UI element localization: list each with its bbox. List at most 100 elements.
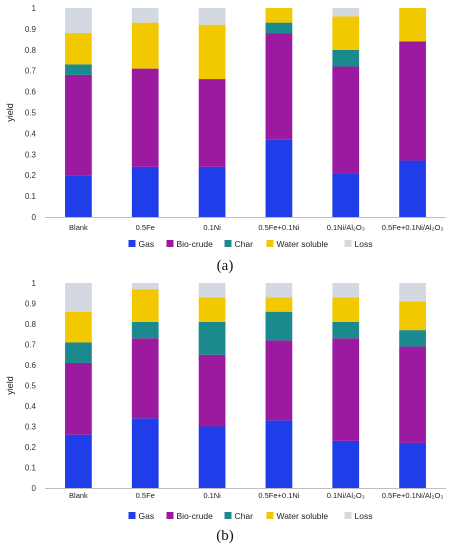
bar-segment-water-soluble [198, 24, 226, 80]
legend-swatch [166, 512, 174, 519]
legend-entry: Loss [355, 511, 373, 521]
y-tick-label: 0.1 [25, 464, 37, 473]
bar-segment-loss [399, 283, 426, 302]
bar-segment-gas [198, 426, 226, 488]
legend-entry: Char [235, 239, 254, 249]
y-tick-label: 0.9 [25, 25, 37, 34]
y-tick-label: 0.7 [25, 341, 37, 350]
y-tick-label: 0.9 [25, 300, 37, 309]
bar-segment-water-soluble [332, 16, 360, 50]
bar-segment-water-soluble [198, 297, 226, 322]
bar-segment-char [198, 321, 226, 355]
legend-entry: Gas [139, 239, 155, 249]
bar-segment-water-soluble [399, 8, 426, 42]
chart-panel-b: 0 0.1 0.2 0.3 0.4 0.5 0.6 0.7 0.8 0.9 1 yield Blank 0… [5, 279, 446, 544]
legend-swatch [166, 240, 174, 247]
bar-segment-water-soluble [65, 311, 92, 343]
y-tick-label: 1 [32, 4, 37, 13]
y-tick-label: 0.6 [25, 88, 37, 97]
bar-segment-water-soluble [131, 22, 159, 69]
y-tick-label: 0.5 [25, 382, 37, 391]
x-category-label: 0.5Fe [136, 491, 155, 500]
y-axis-label: yield [5, 376, 15, 395]
bar-segment-loss [131, 283, 159, 290]
legend-swatch [266, 512, 274, 519]
y-tick-label: 0.2 [25, 443, 37, 452]
legend-entry: Bio-crude [177, 239, 214, 249]
bar-segment-loss [198, 8, 226, 25]
y-axis-label: yield [5, 103, 15, 122]
bar-segment-water-soluble [65, 33, 92, 65]
x-category-label: 0.1Ni/Al₂O₃ [327, 491, 365, 500]
chart-panel-a: 0 0.1 0.2 0.3 0.4 0.5 0.6 0.7 0.8 0.9 1 yield Blank 0… [5, 4, 446, 274]
bar-segment-loss [131, 8, 159, 23]
legend-swatch [128, 512, 136, 519]
bar-segment-bio-crude [65, 362, 92, 435]
x-category-label: 0.1Ni/Al₂O₃ [327, 223, 365, 232]
bar-segment-water-soluble [265, 297, 293, 312]
bar-segment-loss [332, 283, 360, 298]
bar-segment-loss [198, 283, 226, 298]
legend-swatch [344, 240, 352, 247]
bar-segment-char [265, 22, 293, 34]
bar-segment-loss [265, 283, 293, 298]
bar-segment-char [332, 49, 360, 67]
bar-segment-char [332, 321, 360, 339]
bar-segment-gas [65, 175, 92, 217]
legend-swatch [266, 240, 274, 247]
bar-segment-water-soluble [131, 289, 159, 322]
bar-segment-gas [131, 418, 159, 488]
legend-entry: Gas [139, 511, 155, 521]
bar-segment-bio-crude [399, 41, 426, 161]
y-tick-label: 0.2 [25, 171, 37, 180]
bar-segment-loss [65, 8, 92, 34]
x-category-label: 0.5Fe [136, 223, 155, 232]
bar-segment-water-soluble [399, 301, 426, 331]
x-category-label: 0.5Fe+0.1Ni/Al₂O₃ [382, 223, 444, 232]
legend-entry: Water soluble [277, 511, 329, 521]
legend-entry: Bio-crude [177, 511, 214, 521]
legend-swatch [224, 240, 232, 247]
panel-label: (b) [216, 528, 234, 544]
bar-segment-bio-crude [265, 340, 293, 421]
bar-segment-gas [399, 160, 426, 217]
bar-segment-bio-crude [332, 338, 360, 441]
y-tick-label: 0.4 [25, 129, 37, 138]
bar-segment-char [65, 64, 92, 75]
bar-segment-gas [332, 440, 360, 488]
panel-label: (a) [217, 258, 234, 274]
bar-segment-loss [65, 283, 92, 312]
x-category-label: 0.5Fe+0.1Ni [258, 223, 299, 232]
legend-entry: Char [235, 511, 254, 521]
bar-segment-bio-crude [265, 33, 293, 140]
bar-segment-gas [265, 139, 293, 217]
bar-segment-bio-crude [399, 346, 426, 443]
y-tick-label: 0.4 [25, 402, 37, 411]
bar-segment-bio-crude [131, 338, 159, 419]
legend-entry: Water soluble [277, 239, 329, 249]
y-tick-label: 0 [32, 213, 37, 222]
legend: Gas Bio-crude Char Water soluble Loss [128, 511, 373, 521]
y-tick-label: 0.8 [25, 320, 37, 329]
bar-segment-loss [332, 8, 360, 17]
y-tick-label: 0.1 [25, 192, 37, 201]
bar-segment-gas [65, 434, 92, 488]
bar-segment-water-soluble [265, 8, 293, 23]
legend-swatch [128, 240, 136, 247]
y-tick-label: 0.3 [25, 423, 37, 432]
bar-segment-bio-crude [198, 79, 226, 167]
x-category-label: 0.5Fe+0.1Ni/Al₂O₃ [382, 491, 444, 500]
bar-segment-bio-crude [131, 68, 159, 167]
x-category-label: 0.5Fe+0.1Ni [258, 491, 299, 500]
bar-segment-gas [265, 420, 293, 488]
bar-segment-char [131, 321, 159, 339]
y-tick-label: 0.7 [25, 67, 37, 76]
y-tick-label: 1 [32, 279, 37, 288]
legend-entry: Loss [355, 239, 373, 249]
bar-segment-gas [399, 442, 426, 488]
legend: Gas Bio-crude Char Water soluble Loss [128, 239, 373, 249]
bar-segment-bio-crude [198, 354, 226, 427]
bar-segment-gas [332, 173, 360, 217]
x-category-label: Blank [69, 223, 88, 232]
